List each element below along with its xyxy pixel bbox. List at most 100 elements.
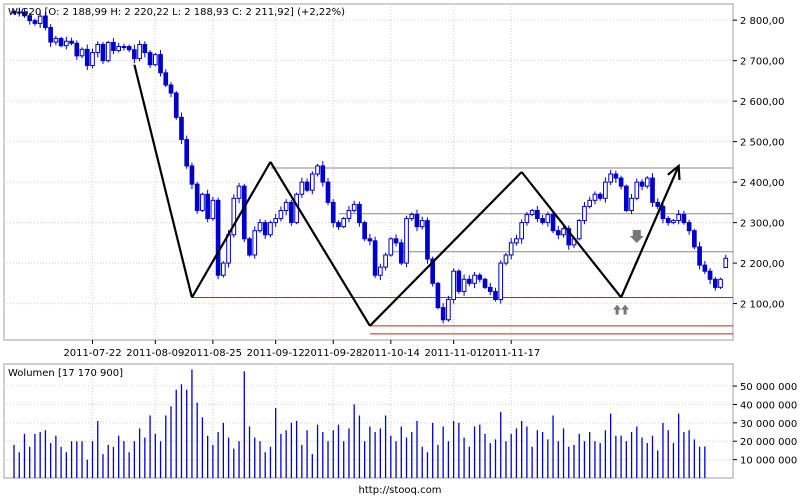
candle-body-down: [482, 278, 488, 288]
candle: [320, 161, 326, 187]
candle-body-down: [435, 282, 441, 309]
candle: [79, 47, 85, 59]
candle-body-down: [613, 173, 619, 179]
candle-body-down: [362, 222, 367, 240]
candle-body-down: [205, 193, 210, 220]
candle: [27, 12, 33, 25]
candle: [357, 201, 362, 227]
candle-body-up: [90, 52, 95, 67]
candle-body-down: [74, 42, 80, 57]
candle-body-down: [702, 264, 708, 272]
candle: [472, 271, 477, 289]
candle-body-up: [409, 214, 415, 220]
candle: [304, 178, 310, 193]
candle-body-up: [723, 257, 729, 269]
candle: [132, 44, 137, 64]
candle: [514, 234, 519, 246]
candle: [315, 163, 320, 177]
candle: [351, 200, 357, 213]
candle: [519, 219, 524, 244]
candle: [336, 220, 341, 230]
candle: [456, 269, 462, 294]
candle-body-down: [330, 201, 336, 224]
x-tick-label: 2011-11-17: [482, 348, 540, 359]
candle-body-down: [111, 41, 116, 52]
candle: [53, 35, 59, 46]
candle-body-up: [16, 11, 22, 14]
y-tick-label: 2 100,00: [740, 300, 785, 311]
candle: [487, 282, 493, 296]
candle-body-down: [336, 222, 341, 228]
candle: [105, 40, 111, 63]
candle: [550, 212, 556, 234]
y-tick-label: 2 200,00: [740, 259, 785, 270]
candle: [597, 192, 603, 201]
candle-body-down: [712, 278, 718, 288]
volume-tick-label: 20 000 000: [740, 437, 797, 448]
candle-body-down: [27, 15, 33, 22]
candle: [299, 177, 305, 198]
y-tick-label: 2 500,00: [740, 138, 785, 149]
candle: [686, 219, 692, 235]
candle: [446, 295, 451, 322]
trend-line: [369, 171, 523, 327]
candle: [163, 69, 169, 87]
candle-body-up: [231, 197, 237, 236]
candle-body-down: [69, 40, 74, 44]
candle: [655, 198, 661, 210]
candle-body-down: [22, 11, 27, 17]
candle-body-down: [639, 181, 645, 187]
candle-body-down: [84, 48, 90, 67]
candle-body-down: [289, 201, 294, 224]
candle-body-up: [529, 209, 535, 216]
candle-body-down: [597, 193, 603, 199]
candle: [95, 41, 101, 58]
candle: [498, 260, 504, 304]
candle: [278, 206, 284, 222]
candle-body-up: [671, 220, 676, 224]
candle-body-down: [660, 205, 666, 220]
candle: [393, 234, 399, 247]
candle-body-up: [592, 193, 598, 201]
candle-body-down: [493, 290, 498, 301]
candle-body-down: [357, 203, 362, 224]
candle-body-up: [351, 203, 357, 211]
candle: [64, 36, 69, 50]
candle: [309, 171, 315, 195]
candle: [179, 112, 184, 145]
candle: [529, 208, 535, 217]
candle-body-up: [634, 181, 640, 199]
candle: [252, 226, 258, 259]
volume-plot-area: [3, 363, 734, 479]
candle-body-up: [524, 214, 530, 224]
x-tick-label: 2011-09-28: [304, 348, 362, 359]
candle: [11, 9, 17, 15]
candle-body-down: [566, 228, 572, 246]
candle-body-down: [477, 274, 483, 280]
candle: [69, 37, 74, 46]
trend-line: [620, 165, 680, 298]
candle-body-down: [241, 185, 247, 240]
candle-body-down: [32, 20, 38, 24]
candle: [623, 184, 629, 213]
candle: [681, 210, 687, 225]
candle-body-down: [550, 214, 556, 232]
footer-url[interactable]: http://stooq.com: [358, 485, 442, 496]
candle-body-down: [655, 201, 661, 207]
candle: [32, 18, 38, 26]
candle: [200, 192, 205, 213]
candle: [221, 261, 226, 278]
candle-body-down: [414, 214, 420, 228]
candle-body-up: [576, 220, 582, 240]
candle-body-up: [121, 46, 127, 49]
candle-body-down: [304, 181, 310, 191]
y-tick-label: 2 300,00: [740, 219, 785, 230]
candle: [419, 216, 425, 230]
candle-body-down: [173, 92, 179, 118]
candle-body-up: [644, 177, 650, 187]
candle-body-up: [603, 181, 608, 199]
candle: [587, 196, 593, 209]
candle-body-up: [587, 199, 593, 207]
candle-body-down: [320, 165, 326, 183]
trend-line: [520, 171, 622, 299]
